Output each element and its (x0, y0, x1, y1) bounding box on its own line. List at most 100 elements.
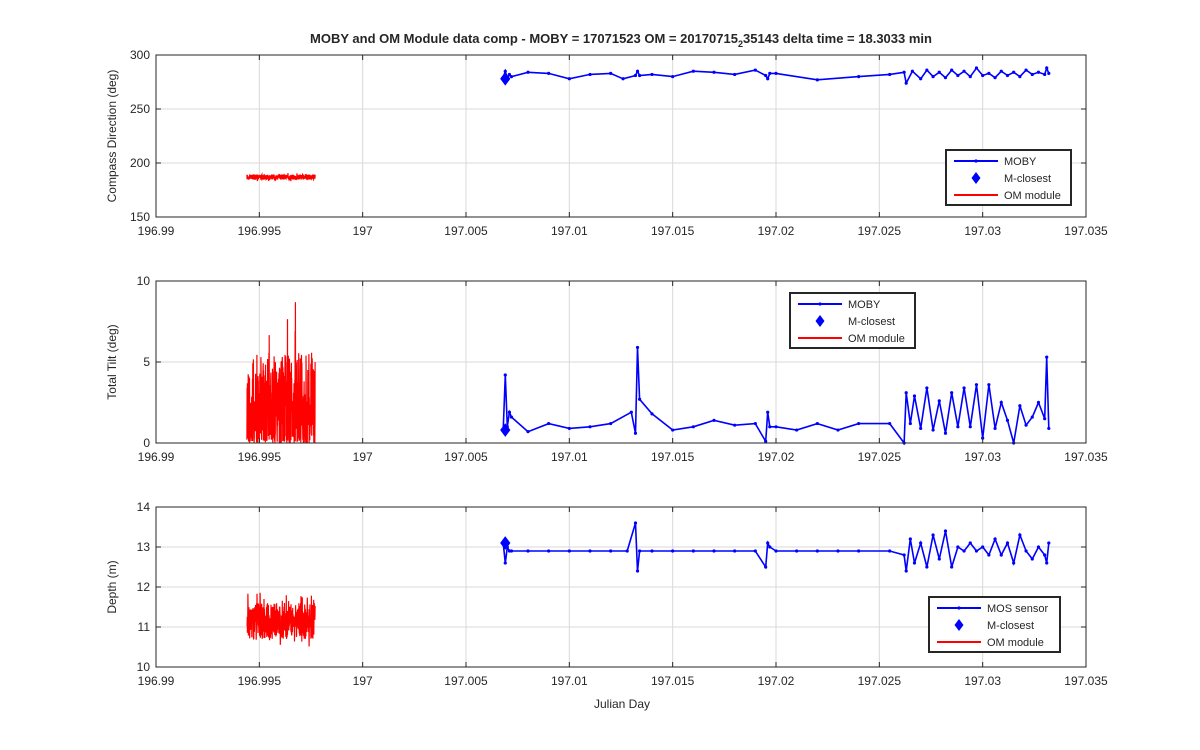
tilt-moby-point (768, 425, 772, 429)
depth-moby-point (503, 561, 507, 565)
depth-moby-point (609, 549, 613, 553)
compass-moby-point (774, 71, 778, 75)
tilt-moby-point (1047, 426, 1051, 431)
depth-legend-label: MOS sensor (987, 603, 1048, 615)
tilt-x-tick-label: 196.995 (238, 450, 282, 464)
compass-y-tick-label: 300 (130, 48, 150, 62)
compass-y-tick-label: 200 (130, 156, 150, 170)
tilt-moby-point (650, 412, 654, 416)
compass-moby-point (588, 72, 592, 77)
depth-y-tick-label: 11 (138, 620, 151, 634)
tilt-moby-point (509, 415, 514, 419)
tilt-moby-point (974, 383, 979, 387)
compass-moby-point (902, 70, 906, 74)
depth-moby-point (857, 549, 861, 553)
depth-moby-point (764, 565, 768, 569)
depth-x-tick-label: 197 (353, 674, 373, 688)
tilt-moby-point (795, 428, 799, 432)
tilt-moby-point (999, 400, 1003, 405)
depth-moby-point (912, 561, 917, 565)
compass-x-tick-label: 197.02 (758, 224, 795, 238)
tilt-moby-point (993, 426, 997, 431)
compass-x-tick-label: 197.025 (858, 224, 902, 238)
depth-moby-point (1005, 541, 1010, 545)
tilt-moby-point (1018, 404, 1022, 408)
tilt-moby-point (956, 425, 960, 429)
tilt-x-tick-label: 197.02 (758, 450, 795, 464)
tilt-moby-point (733, 423, 737, 427)
depth-moby-point (925, 565, 929, 569)
compass-moby-point (943, 76, 948, 80)
compass-moby-point (950, 68, 954, 72)
compass-axes-box (155, 54, 1087, 218)
compass-moby-point (766, 77, 770, 81)
depth-moby-line (502, 522, 1050, 572)
depth-x-tick-label: 197.015 (651, 674, 695, 688)
compass-legend-label: OM module (1004, 190, 1061, 202)
compass-x-tick-label: 197.015 (651, 224, 695, 238)
tilt-moby-point (1036, 400, 1041, 405)
tilt-moby-point (919, 426, 923, 431)
depth-moby-point (766, 541, 770, 545)
compass-moby-point (962, 69, 966, 73)
tilt-x-tick-label: 197 (353, 450, 373, 464)
depth-moby-point (908, 537, 912, 541)
compass-x-tick-label: 197.005 (444, 224, 488, 238)
compass-legend-label: MOBY (1004, 156, 1037, 168)
compass-moby-point (526, 70, 530, 74)
tilt-om-module-line (246, 302, 316, 444)
compass-moby-point (503, 69, 507, 73)
compass-moby-point (1045, 66, 1049, 70)
compass-moby-point (1024, 68, 1028, 72)
compass-moby-point (937, 70, 941, 74)
compass-moby-point (956, 73, 960, 78)
tilt-moby-point (753, 421, 757, 426)
tilt-x-tick-label: 196.99 (138, 450, 175, 464)
tilt-legend: MOBY M-closest OM module (789, 292, 916, 349)
depth-legend-label: M-closest (987, 620, 1034, 632)
depth-m-closest-marker (500, 536, 511, 550)
tilt-x-tick-label: 197.03 (964, 450, 1001, 464)
compass-moby-point (1030, 72, 1034, 77)
tilt-moby-point (937, 399, 941, 403)
tilt-moby-point (1045, 355, 1049, 359)
compass-moby-point (1047, 71, 1051, 75)
tilt-y-axis-label: Total Tilt (deg) (105, 324, 119, 399)
tilt-moby-point (931, 428, 935, 432)
tilt-y-tick-label: 5 (143, 355, 150, 369)
compass-moby-point (904, 81, 908, 85)
depth-moby-point (815, 549, 819, 553)
compass-moby-point (753, 68, 757, 72)
compass-moby-point (691, 69, 695, 73)
tilt-legend-m-closest-swatch (815, 315, 825, 327)
compass-moby-point (919, 77, 923, 81)
depth-moby-point (956, 545, 960, 549)
tilt-y-tick-label: 10 (137, 274, 151, 288)
tilt-moby-point (503, 373, 507, 377)
compass-x-tick-label: 197.035 (1064, 224, 1108, 238)
depth-moby-point (836, 549, 840, 553)
tilt-moby-point (766, 410, 770, 414)
depth-moby-point (774, 549, 778, 553)
compass-x-tick-label: 196.99 (138, 224, 175, 238)
compass-moby-point (635, 69, 640, 73)
depth-moby-point (567, 549, 571, 553)
depth-moby-point (1012, 561, 1016, 565)
tilt-moby-point (815, 421, 819, 426)
depth-y-tick-label: 13 (137, 540, 151, 554)
tilt-moby-point (588, 425, 592, 429)
depth-moby-point (937, 557, 941, 561)
depth-moby-point (993, 537, 997, 541)
tilt-moby-point (912, 394, 917, 398)
tilt-y-tick-label: 0 (143, 436, 150, 450)
depth-moby-point (1030, 557, 1034, 561)
tilt-moby-point (764, 439, 768, 443)
tilt-x-tick-label: 197.015 (651, 450, 695, 464)
compass-moby-point (764, 73, 768, 78)
tilt-moby-point (635, 345, 640, 350)
depth-moby-point (509, 549, 514, 553)
compass-moby-point (1005, 73, 1010, 78)
depth-moby-point (1047, 541, 1051, 545)
compass-moby-point (633, 73, 638, 78)
compass-moby-point (1043, 72, 1047, 77)
